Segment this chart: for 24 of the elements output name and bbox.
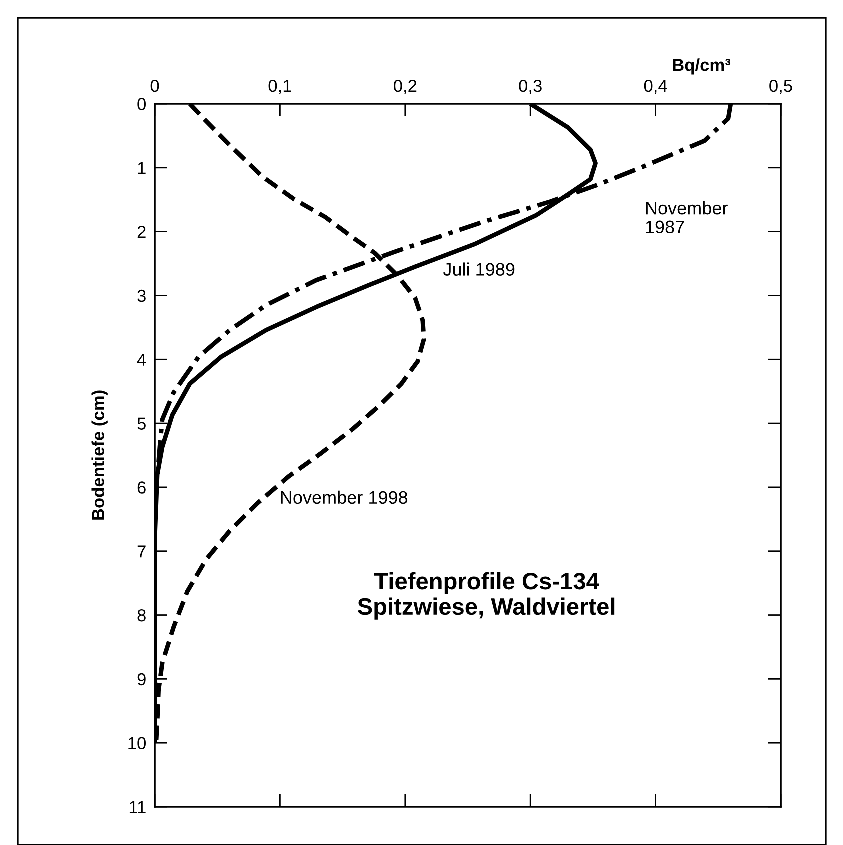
y-tick-label: 2 bbox=[138, 226, 146, 238]
y-tick-label: 3 bbox=[138, 290, 146, 302]
x-tick-label: 0,3 bbox=[519, 80, 542, 94]
y-axis-title: Bodentiefe (cm) bbox=[92, 390, 108, 520]
y-tick-label: 4 bbox=[137, 354, 146, 366]
x-tick-label: 0 bbox=[150, 80, 160, 92]
text: Tiefenprofile Cs-134 Spitzwiese, Waldviertel bbox=[358, 572, 615, 620]
y-tick-label: 0 bbox=[138, 98, 146, 110]
x-tick-label: 0,5 bbox=[770, 80, 792, 94]
series-label: November 1987 bbox=[646, 201, 728, 234]
series-label: Juli 1989 bbox=[443, 262, 515, 276]
y-tick-label: 11 bbox=[130, 801, 146, 814]
series-label: November 1998 bbox=[281, 490, 408, 504]
y-tick-label: 5 bbox=[138, 418, 146, 430]
x-tick-label: 0,1 bbox=[268, 80, 292, 94]
y-tick-label: 1 bbox=[138, 162, 146, 174]
y-tick-label: 9 bbox=[138, 673, 146, 686]
y-tick-label: 10 bbox=[128, 737, 146, 750]
x-tick-label: 0,4 bbox=[644, 80, 668, 94]
y-tick-label: 6 bbox=[138, 482, 146, 494]
x-axis-title: Bq/cm³ bbox=[673, 58, 731, 75]
y-tick-label: 7 bbox=[138, 546, 146, 558]
x-tick-label: 0,2 bbox=[394, 80, 417, 94]
y-tick-label: 8 bbox=[138, 609, 146, 622]
